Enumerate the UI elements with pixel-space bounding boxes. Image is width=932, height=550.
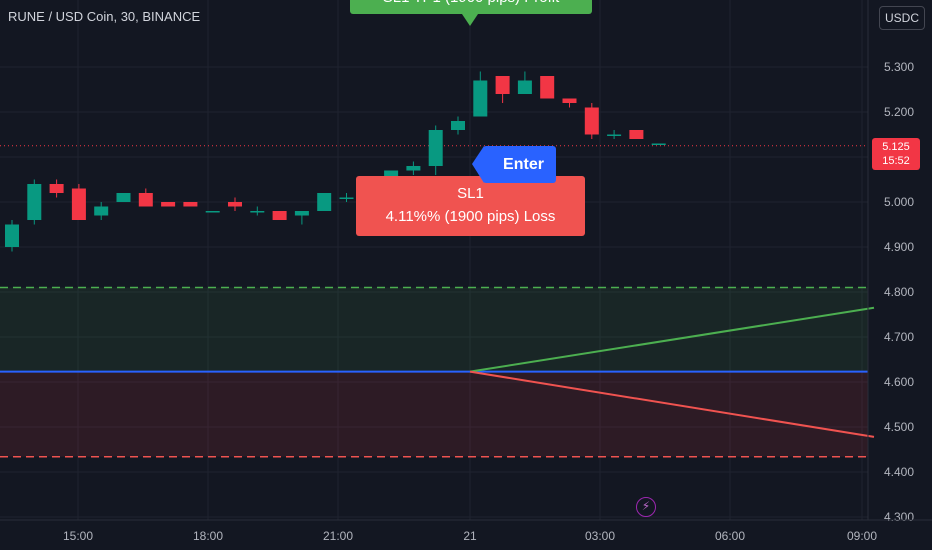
time-axis: 15:00 18:00 21:00 21 03:00 06:00 09:00 bbox=[0, 519, 932, 543]
candle-bullish bbox=[428, 130, 443, 166]
y-tick-label: 4.500 bbox=[884, 420, 914, 434]
x-tick-label: 21:00 bbox=[323, 529, 353, 543]
candle-bullish bbox=[406, 166, 421, 171]
candle-bullish bbox=[94, 206, 109, 216]
candle-bullish bbox=[473, 80, 488, 117]
candle-bullish bbox=[451, 121, 465, 130]
candle-bearish bbox=[228, 202, 242, 207]
y-tick-label: 5.000 bbox=[884, 195, 914, 209]
candle-bullish bbox=[339, 197, 354, 199]
chart-grid bbox=[0, 0, 868, 520]
candle-bullish bbox=[5, 224, 19, 247]
x-tick-label: 18:00 bbox=[193, 529, 223, 543]
stop-loss-label-title: SL1 bbox=[457, 185, 484, 202]
y-tick-label: 5.200 bbox=[884, 105, 914, 119]
enter-label-pointer bbox=[472, 146, 484, 183]
candle-bearish bbox=[272, 211, 287, 220]
y-tick-label: 4.300 bbox=[884, 510, 914, 524]
y-tick-label: 4.400 bbox=[884, 465, 914, 479]
candle-bearish bbox=[49, 184, 64, 193]
candle-bearish bbox=[161, 202, 176, 207]
stop-loss-label: SL1 4.11%% (1900 pips) Loss bbox=[356, 176, 585, 236]
x-tick-label: 09:00 bbox=[847, 529, 877, 543]
y-tick-label: 5.300 bbox=[884, 60, 914, 74]
y-tick-label: 4.900 bbox=[884, 240, 914, 254]
candle-bullish bbox=[205, 211, 220, 213]
candle-bearish bbox=[540, 76, 555, 99]
profit-projection-line bbox=[469, 306, 875, 373]
candle-bearish bbox=[629, 130, 644, 139]
candle-bearish bbox=[584, 107, 599, 135]
candle-bullish bbox=[27, 184, 42, 220]
candle-bullish bbox=[651, 143, 666, 145]
take-profit-label-pointer bbox=[462, 14, 478, 26]
y-tick-label: 4.700 bbox=[884, 330, 914, 344]
candle-bullish bbox=[294, 211, 309, 216]
loss-zone bbox=[0, 371, 868, 457]
last-price-value: 5.125 bbox=[882, 141, 910, 153]
enter-label: Enter bbox=[483, 146, 556, 183]
candle-bearish bbox=[495, 76, 510, 94]
candle-bullish bbox=[607, 134, 622, 136]
y-tick-label: 4.600 bbox=[884, 375, 914, 389]
x-tick-label: 06:00 bbox=[715, 529, 745, 543]
take-profit-label: SL1 TP1 (1900 pips) Profit bbox=[350, 0, 592, 14]
lightning-icon[interactable]: ⚡ bbox=[636, 497, 656, 517]
loss-projection-line bbox=[469, 370, 875, 438]
last-price-tag: 5.125 15:52 bbox=[872, 138, 920, 170]
x-tick-label: 15:00 bbox=[63, 529, 93, 543]
symbol-title[interactable]: RUNE / USD Coin, 30, BINANCE bbox=[8, 9, 201, 24]
price-axis: 5.3005.2005.1005.0004.9004.8004.7004.600… bbox=[867, 0, 914, 524]
candle-bearish bbox=[562, 98, 577, 103]
candle-bearish bbox=[71, 188, 86, 220]
candle-bullish bbox=[250, 211, 265, 213]
currency-button[interactable]: USDC bbox=[879, 6, 925, 30]
candle-bullish bbox=[517, 80, 532, 94]
x-tick-label: 03:00 bbox=[585, 529, 615, 543]
candle-bullish bbox=[317, 193, 332, 211]
stop-loss-label-detail: 4.11%% (1900 pips) Loss bbox=[385, 208, 556, 225]
candle-bearish bbox=[138, 193, 153, 207]
x-tick-label: 21 bbox=[463, 529, 477, 543]
candle-bearish bbox=[183, 202, 198, 207]
bar-countdown: 15:52 bbox=[882, 155, 910, 167]
candlestick-series bbox=[5, 71, 666, 252]
candle-bullish bbox=[116, 193, 131, 202]
profit-zone bbox=[0, 287, 868, 372]
y-tick-label: 4.800 bbox=[884, 285, 914, 299]
position-zones bbox=[0, 145, 875, 458]
